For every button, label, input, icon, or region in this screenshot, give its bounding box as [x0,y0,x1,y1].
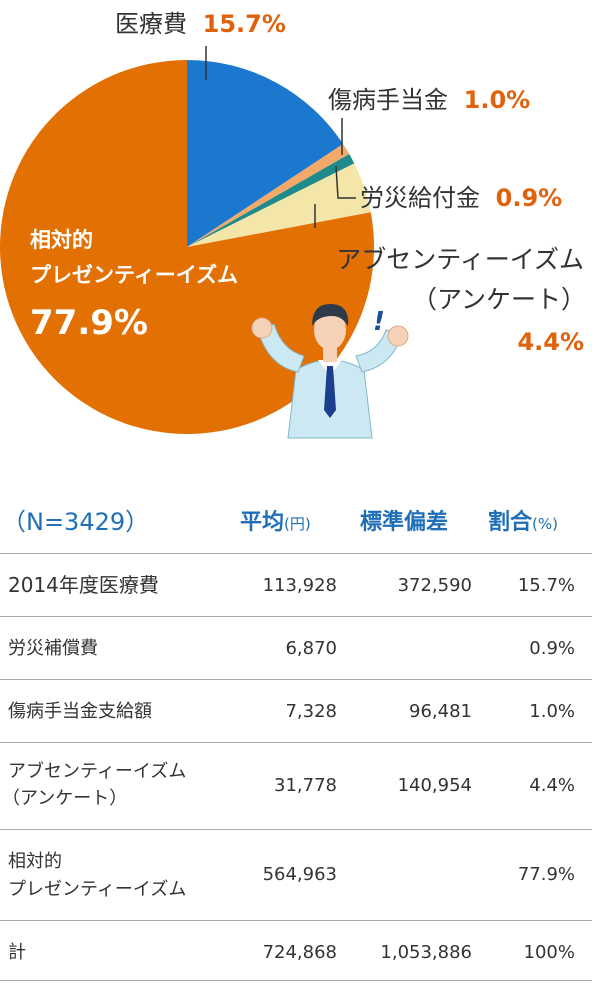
row-average: 7,328 [285,701,337,722]
row-name-line1: アブセンティーイズム [8,761,187,782]
row-ratio: 15.7% [517,575,575,596]
row-ratio: 77.9% [517,864,575,885]
row-name: 計 [8,942,26,963]
leader-lines [205,46,356,228]
label-absent-line1: アブセンティーイズム [336,245,584,274]
pie-slice-shobyo [187,143,350,247]
slice-pct: 1.0% [464,86,531,114]
row-average: 31,778 [274,775,337,796]
row-average: 113,928 [262,575,337,596]
label-iryohi: 医療費 15.7% [115,10,286,38]
header-average-unit: (円) [284,515,311,533]
table-header: （N=3429） 平均(円) 標準偏差 割合(%) [0,498,592,538]
row-ratio: 100% [523,942,575,963]
leader-line-rosai [335,165,356,199]
slice-pct: 15.7% [203,10,286,38]
label-presente-line1: 相対的 [30,228,93,252]
table-row: アブセンティーイズム （アンケート） 31,778 140,954 4.4% [0,742,592,829]
row-name: 傷病手当金支給額 [8,701,152,722]
pie-chart: 医療費 15.7% 傷病手当金 1.0% 労災給付金 0.9% アブセンティーイ… [0,10,586,439]
row-average: 6,870 [285,638,337,659]
slice-pct: 0.9% [496,184,563,212]
sample-size-label: （N=3429） [2,508,150,536]
svg-text:!: ! [373,307,385,337]
row-std-dev: 1,053,886 [380,942,472,963]
table-row: 相対的 プレゼンティーイズム 564,963 77.9% [0,829,592,920]
header-average: 平均(円) [240,504,311,536]
label-rosai: 労災給付金 0.9% [360,184,562,212]
header-ratio-unit: (%) [532,515,558,533]
table-bottom-border [0,980,592,981]
slice-name: 医療費 [115,10,187,38]
header-ratio: 割合(%) [488,504,558,536]
slice-name: 傷病手当金 [328,86,448,114]
label-presente-pct: 77.9% [30,303,148,343]
table-row: 労災補償費 6,870 0.9% [0,616,592,679]
row-std-dev: 96,481 [409,701,472,722]
row-std-dev: 140,954 [397,775,472,796]
row-name-line2: プレゼンティーイズム [8,879,187,900]
row-average: 724,868 [262,942,337,963]
label-shobyo: 傷病手当金 1.0% [328,86,530,114]
slice-name: 労災給付金 [360,184,480,212]
row-ratio: 4.4% [529,775,575,796]
pie-slice-iryohi [187,60,344,247]
header-average-text: 平均 [240,510,285,535]
table-row: 計 724,868 1,053,886 100% [0,920,592,981]
row-name: 2014年度医療費 [8,573,159,597]
table-row: 2014年度医療費 113,928 372,590 15.7% [0,553,592,616]
label-presente-line2: プレゼンティーイズム [30,263,238,287]
pie-slice-absent [187,163,371,247]
row-name-line1: 相対的 [8,851,62,872]
pie-slice-rosai [187,154,355,247]
header-std-dev: 標準偏差 [360,510,449,535]
label-absent-pct: 4.4% [517,328,584,356]
label-absent-line2: （アンケート） [412,285,586,314]
row-ratio: 1.0% [529,701,575,722]
header-ratio-text: 割合 [488,510,533,535]
row-average: 564,963 [262,864,337,885]
row-name: 労災補償費 [8,638,98,659]
table-row: 傷病手当金支給額 7,328 96,481 1.0% [0,679,592,742]
row-ratio: 0.9% [529,638,575,659]
row-std-dev: 372,590 [397,575,472,596]
businessman-illustration: ! [251,304,409,439]
row-name-line2: （アンケート） [2,788,128,809]
